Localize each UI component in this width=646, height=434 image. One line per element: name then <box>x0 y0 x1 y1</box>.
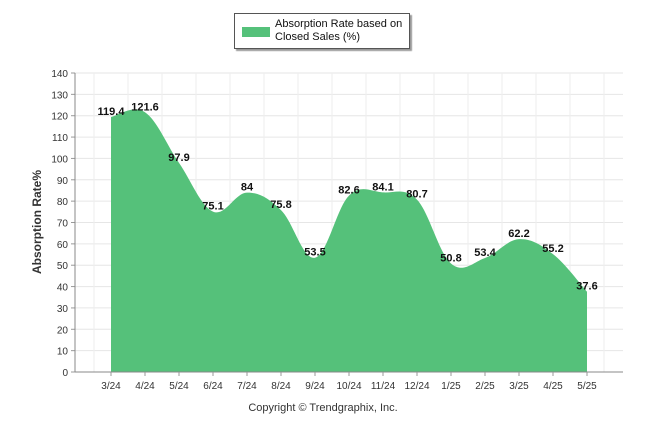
y-tick-label: 90 <box>57 176 69 187</box>
data-label: 50.8 <box>440 253 461 265</box>
x-tick-label: 4/25 <box>543 381 563 392</box>
x-tick-label: 5/24 <box>169 381 189 392</box>
data-label: 84 <box>241 182 254 194</box>
y-tick-label: 120 <box>51 112 68 123</box>
y-tick-label: 30 <box>57 304 69 315</box>
legend-label: Absorption Rate based on Closed Sales (%… <box>275 18 403 43</box>
y-tick-label: 60 <box>57 240 69 251</box>
y-tick-label: 100 <box>51 154 68 165</box>
copyright-footer: Copyright © Trendgraphix, Inc. <box>248 402 398 414</box>
y-tick-label: 130 <box>51 90 68 101</box>
y-tick-label: 50 <box>57 261 69 272</box>
data-label: 53.4 <box>474 247 496 259</box>
area-series <box>111 109 587 372</box>
x-tick-label: 4/24 <box>135 381 155 392</box>
x-tick-label: 12/24 <box>404 381 429 392</box>
x-tick-label: 3/24 <box>101 381 121 392</box>
data-label: 75.8 <box>270 199 291 211</box>
data-label: 82.6 <box>338 185 359 197</box>
y-tick-label: 80 <box>57 197 69 208</box>
y-tick-labels: 0 10 20 30 40 50 60 70 80 90 100 110 120 130 140 <box>51 69 68 379</box>
y-tick-label: 110 <box>52 133 68 144</box>
x-tick-label: 2/25 <box>475 381 495 392</box>
x-tick-label: 11/24 <box>371 381 396 392</box>
x-tick-label: 8/24 <box>271 381 291 392</box>
chart-legend: Absorption Rate based on Closed Sales (%… <box>234 13 410 49</box>
x-tick-label: 10/24 <box>336 381 361 392</box>
y-tick-label: 40 <box>57 283 69 294</box>
data-label: 84.1 <box>372 181 393 193</box>
data-label: 55.2 <box>542 243 563 255</box>
x-tick-label: 7/24 <box>237 381 257 392</box>
y-axis-title: Absorption Rate% <box>30 169 44 275</box>
y-tick-label: 0 <box>62 368 68 379</box>
area-fill <box>111 109 587 372</box>
x-tick-labels: 3/24 4/24 5/24 6/24 7/24 8/24 9/24 10/24 11/24 12… <box>101 381 597 392</box>
legend-swatch <box>242 27 270 37</box>
data-label: 53.5 <box>304 247 325 259</box>
x-tick-label: 3/25 <box>509 381 529 392</box>
data-label: 37.6 <box>576 281 597 293</box>
data-label: 97.9 <box>168 152 189 164</box>
data-label: 62.2 <box>508 228 529 240</box>
y-tick-label: 70 <box>57 219 69 230</box>
data-label: 121.6 <box>131 101 159 113</box>
x-tick-label: 5/25 <box>577 381 597 392</box>
y-tick-label: 140 <box>51 69 68 80</box>
y-tick-label: 10 <box>57 347 69 358</box>
y-tick-label: 20 <box>57 325 69 336</box>
data-label: 75.1 <box>202 201 223 213</box>
x-tick-label: 6/24 <box>203 381 223 392</box>
data-labels: 119.4 121.6 97.9 75.1 84 75.8 53.5 82.6 84.1 80.7… <box>98 101 598 292</box>
axes <box>71 72 623 376</box>
data-label: 80.7 <box>406 189 427 201</box>
data-label: 119.4 <box>98 106 126 118</box>
x-tick-label: 1/25 <box>441 381 461 392</box>
x-tick-label: 9/24 <box>305 381 325 392</box>
